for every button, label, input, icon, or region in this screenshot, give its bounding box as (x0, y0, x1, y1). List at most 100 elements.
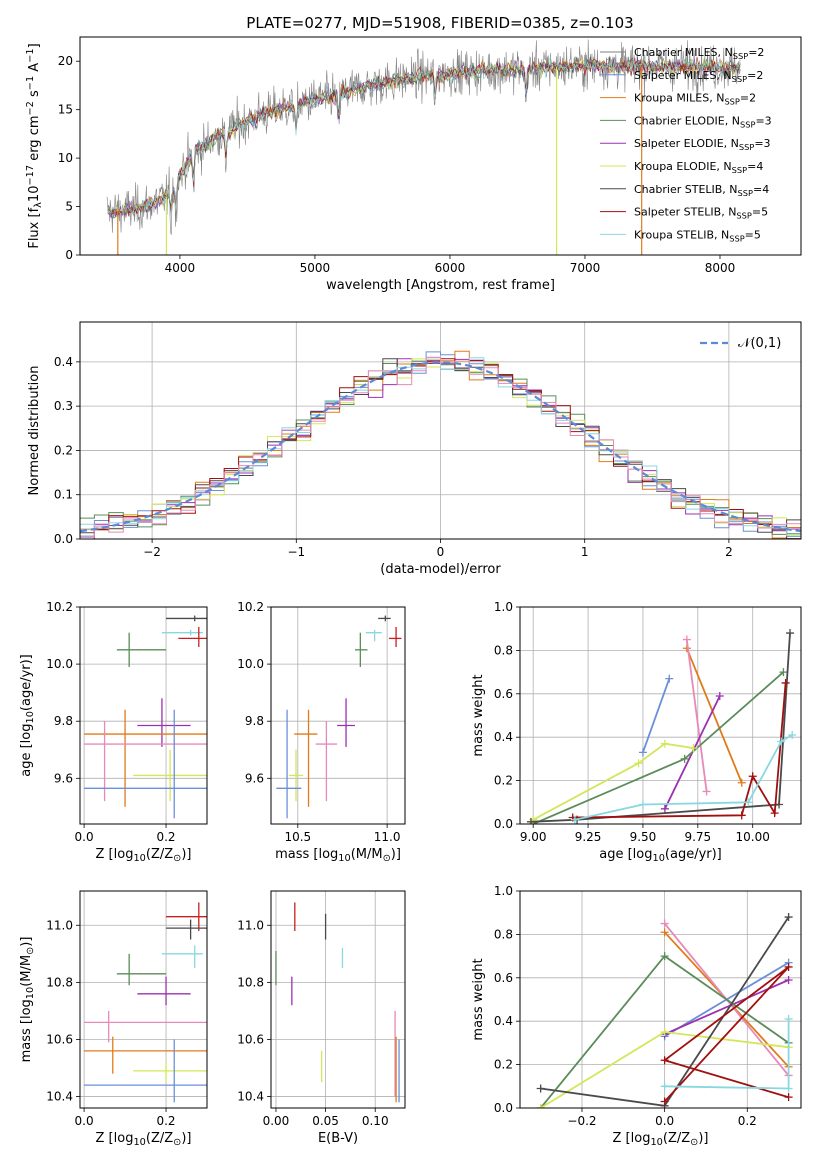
y-tick-label: 1.0 (494, 600, 513, 614)
x-tick-label: 8000 (705, 261, 736, 275)
x-tick-label: 0.0 (655, 1114, 674, 1128)
histogram-step-salpeter_miles (80, 351, 801, 537)
label-part: (age/yr)] (665, 847, 722, 862)
label-part: (Z/Z (663, 1131, 690, 1146)
legend-label: Chabrier STELIB, NSSP​=4 (634, 183, 769, 198)
legend-label: Kroupa STELIB, NSSP​=5 (634, 228, 761, 243)
label-part: (Z/Z (146, 1131, 173, 1146)
label-part: Salpeter STELIB, N (634, 206, 736, 219)
y-tick-label: 10.2 (237, 600, 264, 614)
marks (275, 902, 400, 1103)
label-part: )] (391, 847, 401, 862)
x-tick-label: 0 (437, 545, 445, 559)
x-axis-label: Z [log10​(Z/Z⊙​)] (613, 1131, 709, 1148)
y-tick-label: 10.2 (46, 600, 73, 614)
series-point (689, 744, 698, 753)
series-point (638, 748, 647, 757)
y-tick-label: 0.2 (494, 774, 513, 788)
label-part: (M/M (351, 847, 383, 862)
panel-mass-vs-z: 0.0 0.2 10.4 10.6 10.8 11.0 Z [log10​(Z/Z⊙​)] m… (19, 890, 208, 1148)
marks (276, 615, 402, 819)
legend-label: Salpeter MILES, NSSP​=2 (634, 69, 763, 84)
x-tick-label: 11.0 (374, 830, 401, 844)
y-tick-label: 0.4 (494, 1014, 513, 1028)
series-point (770, 809, 779, 818)
series-point (526, 817, 535, 824)
series-point (660, 919, 669, 928)
normal-curve-line (80, 361, 801, 533)
series-point (660, 952, 669, 961)
y-tick-label: 10.0 (46, 657, 73, 671)
histogram-step-extra_pink (80, 356, 801, 538)
label-part: =2 (748, 46, 764, 59)
series-point (634, 759, 643, 768)
grid (520, 891, 801, 1108)
series-point (660, 1028, 669, 1037)
grid (520, 607, 801, 824)
y-tick-label: 0.4 (494, 730, 513, 744)
series-line (685, 647, 743, 784)
series-point (744, 798, 753, 807)
label-part: Z [log (96, 1131, 134, 1146)
grid (271, 607, 405, 824)
label-part: −17 (25, 165, 36, 186)
series-point (748, 772, 757, 781)
label-part: E(B-V) (318, 1131, 358, 1146)
panel-mass-weight-vs-z: −0.2 0.0 0.2 0.0 0.2 0.4 0.6 0.8 1.0 Z [log10​(Z/… (471, 884, 802, 1148)
label-part: mass weight (471, 674, 486, 756)
y-tick-label: 15 (58, 103, 73, 117)
label-part: Chabrier STELIB, N (634, 183, 738, 196)
x-tick-label: 10.5 (284, 830, 311, 844)
y-tick-label: 10.4 (46, 1090, 73, 1104)
label-part: SSP (740, 119, 755, 129)
series-line (530, 632, 791, 823)
y-tick-label: 10.6 (46, 1032, 73, 1046)
panel-mass-weight-vs-age: 9.00 9.25 9.50 9.75 10.00 0.0 0.2 0.4 0.6 0.8 1.0 a… (471, 600, 802, 864)
panel-age-vs-mass: 10.5 11.0 9.6 9.8 10.0 10.2 mass [log10​(M/M⊙​… (237, 600, 406, 864)
axes-frame (79, 36, 802, 256)
legend-label: Chabrier ELODIE, NSSP​=3 (634, 114, 772, 129)
marks (84, 902, 207, 1103)
label-part: SSP (724, 97, 739, 107)
series-point (660, 1082, 669, 1091)
y-tick-label: 11.0 (46, 918, 73, 932)
label-part: 10 (338, 853, 350, 864)
series-point (536, 1084, 545, 1093)
y-tick-label: 10 (58, 151, 73, 165)
series-point (702, 787, 711, 796)
label-part: SSP (732, 165, 747, 175)
plot-area (271, 607, 405, 824)
label-part: Chabrier ELODIE, N (634, 114, 740, 127)
panel-age-vs-z: 0.0 0.2 9.6 9.8 10.0 10.2 Z [log10​(Z/Z⊙​)] age… (19, 600, 208, 864)
x-tick-label: 5000 (300, 261, 331, 275)
series-point (682, 635, 691, 644)
label-part: =5 (752, 206, 768, 219)
label-part: )] (698, 1131, 708, 1146)
series-point (784, 1015, 793, 1024)
plot-area (520, 607, 801, 824)
label-part: 10 (25, 987, 36, 999)
label-part: ] (27, 43, 42, 48)
series-line (685, 639, 708, 792)
x-tick-label: 1 (581, 545, 589, 559)
label-part: 10 (27, 186, 42, 203)
x-tick-label: 0.0 (75, 1114, 94, 1128)
label-part: Normed distribution (27, 366, 42, 496)
marks (106, 39, 741, 255)
label-part: SSP (732, 74, 747, 84)
label-part: SSP (733, 51, 748, 61)
series-point (777, 737, 786, 746)
axes-frame (519, 606, 802, 825)
y-tick-label: 0.3 (54, 399, 73, 413)
x-tick-label: −1 (287, 545, 305, 559)
label-part: mass weight (471, 958, 486, 1040)
label-part: ⊙ (173, 853, 181, 864)
x-tick-label: 0.2 (738, 1114, 757, 1128)
y-tick-label: 0 (65, 248, 73, 262)
label-part: SSP (739, 142, 754, 152)
legend-label: Chabrier MILES, NSSP​=2 (634, 46, 764, 61)
label-part: erg cm (27, 115, 42, 164)
y-tick-label: 10.8 (237, 975, 264, 989)
series-line (532, 742, 694, 821)
